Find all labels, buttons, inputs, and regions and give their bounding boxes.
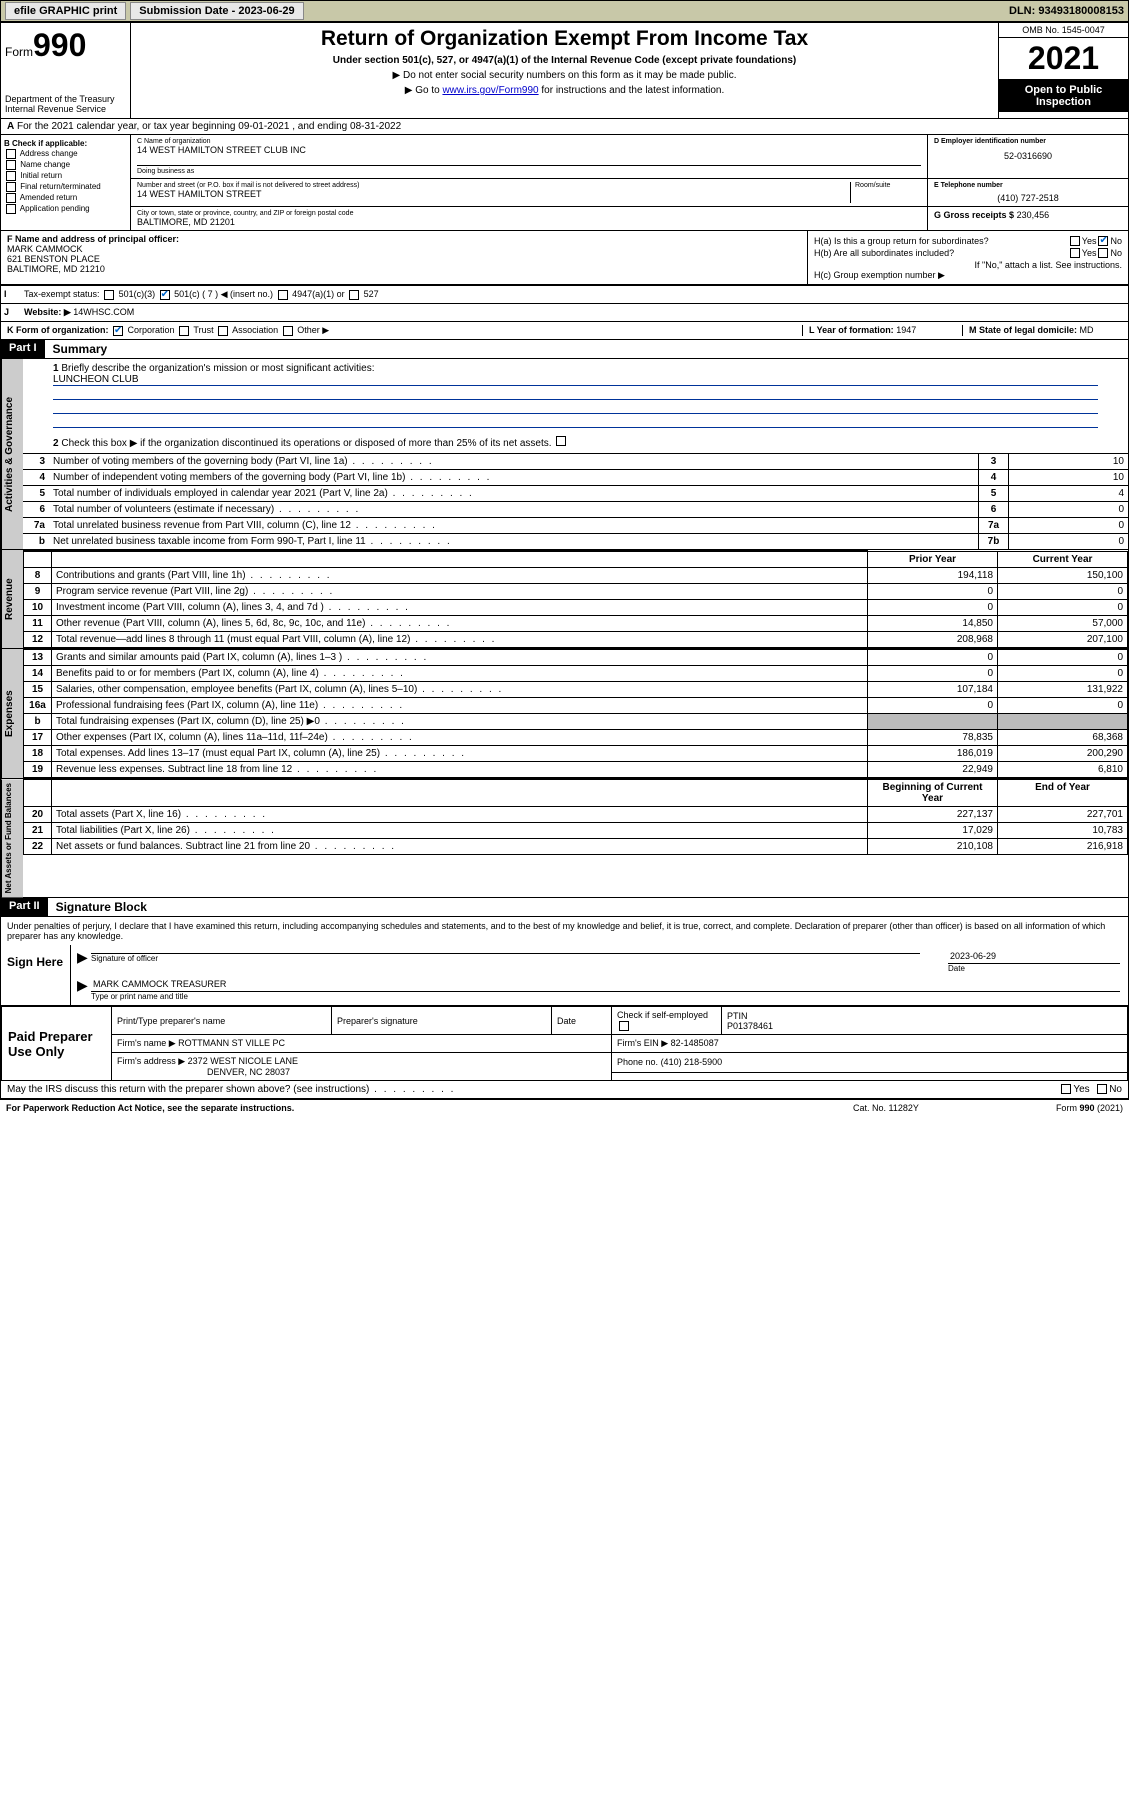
block-b-g: B Check if applicable: Address change Na… [1,135,1128,231]
table-row: 22Net assets or fund balances. Subtract … [24,839,1128,855]
org-name: 14 WEST HAMILTON STREET CLUB INC [137,145,921,155]
form-header: Form990 Department of the Treasury Inter… [1,23,1128,119]
table-row: 6Total number of volunteers (estimate if… [23,501,1128,517]
row-a: A For the 2021 calendar year, or tax yea… [1,119,1128,135]
table-row: 4Number of independent voting members of… [23,469,1128,485]
table-row: bNet unrelated business taxable income f… [23,533,1128,549]
hdr-right: OMB No. 1545-0047 2021 Open to Public In… [998,23,1128,118]
row-i: I Tax-exempt status: 501(c)(3) 501(c) ( … [1,285,1128,304]
website: 14WHSC.COM [73,307,134,317]
may-discuss: May the IRS discuss this return with the… [1,1081,1128,1099]
form-title: Return of Organization Exempt From Incom… [139,27,990,51]
netassets-table: Beginning of Current YearEnd of Year 20T… [23,779,1128,855]
table-row: 10Investment income (Part VIII, column (… [24,600,1128,616]
tax-year: 2021 [999,38,1128,80]
col-cd: C Name of organization 14 WEST HAMILTON … [131,135,1128,230]
part1-header: Part I Summary [1,340,1128,359]
table-row: 21Total liabilities (Part X, line 26)17,… [24,823,1128,839]
table-row: 15Salaries, other compensation, employee… [24,682,1128,698]
ein: 52-0316690 [934,151,1122,161]
sect-governance: Activities & Governance 1 Briefly descri… [1,359,1128,550]
irs-link[interactable]: www.irs.gov/Form990 [442,85,538,96]
table-row: 17Other expenses (Part IX, column (A), l… [24,730,1128,746]
form-number: 990 [33,27,86,63]
col-f: F Name and address of principal officer:… [1,231,808,284]
hdr-mid: Return of Organization Exempt From Incom… [131,23,998,118]
subdate-btn[interactable]: Submission Date - 2023-06-29 [130,2,303,20]
paid-preparer: Paid Preparer Use Only Print/Type prepar… [1,1006,1128,1081]
row-fh: F Name and address of principal officer:… [1,231,1128,285]
table-row: 11Other revenue (Part VIII, column (A), … [24,616,1128,632]
col-h: H(a) Is this a group return for subordin… [808,231,1128,284]
sect-revenue: Revenue Prior YearCurrent Year 8Contribu… [1,550,1128,649]
table-row: 13Grants and similar amounts paid (Part … [24,650,1128,666]
col-b: B Check if applicable: Address change Na… [1,135,131,230]
expenses-table: 13Grants and similar amounts paid (Part … [23,649,1128,778]
table-row: 19Revenue less expenses. Subtract line 1… [24,762,1128,778]
table-row: 18Total expenses. Add lines 13–17 (must … [24,746,1128,762]
efile-btn[interactable]: efile GRAPHIC print [5,2,126,20]
table-row: 14Benefits paid to or for members (Part … [24,666,1128,682]
part2-header: Part II Signature Block [1,898,1128,917]
sign-here: Sign Here ▶ Signature of officer 2023-06… [1,945,1128,1006]
table-row: 20Total assets (Part X, line 16)227,1372… [24,807,1128,823]
table-row: bTotal fundraising expenses (Part IX, co… [24,714,1128,730]
form-990: Form990 Department of the Treasury Inter… [0,22,1129,1100]
table-row: 7aTotal unrelated business revenue from … [23,517,1128,533]
table-row: 9Program service revenue (Part VIII, lin… [24,584,1128,600]
table-row: 5Total number of individuals employed in… [23,485,1128,501]
footer: For Paperwork Reduction Act Notice, see … [0,1100,1129,1116]
sect-netassets: Net Assets or Fund Balances Beginning of… [1,779,1128,898]
mission: 1 Briefly describe the organization's mi… [23,359,1128,453]
table-row: 16aProfessional fundraising fees (Part I… [24,698,1128,714]
declaration: Under penalties of perjury, I declare th… [1,917,1128,945]
phone: (410) 727-2518 [934,193,1122,203]
row-klm: K Form of organization: Corporation Trus… [1,322,1128,340]
gross-receipts: 230,456 [1017,210,1050,220]
table-row: 12Total revenue—add lines 8 through 11 (… [24,632,1128,648]
sect-expenses: Expenses 13Grants and similar amounts pa… [1,649,1128,779]
dln: DLN: 93493180008153 [1009,5,1124,17]
table-row: 8Contributions and grants (Part VIII, li… [24,568,1128,584]
topbar: efile GRAPHIC print Submission Date - 20… [0,0,1129,22]
table-row: 3Number of voting members of the governi… [23,453,1128,469]
revenue-table: Prior YearCurrent Year 8Contributions an… [23,550,1128,648]
row-j: J Website: ▶ 14WHSC.COM [1,304,1128,322]
hdr-left: Form990 Department of the Treasury Inter… [1,23,131,118]
